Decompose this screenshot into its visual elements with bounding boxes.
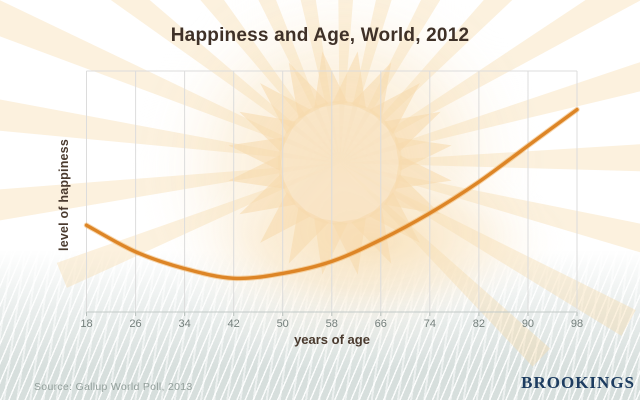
x-tick-label: 34 [178,318,191,330]
x-tick-label: 82 [472,318,486,330]
y-axis-title: level of happiness [57,139,71,251]
x-axis-title: years of age [294,332,370,347]
brookings-logo: BROOKINGS [521,373,635,392]
x-tick-label: 42 [227,318,240,330]
x-tick-label: 66 [374,318,387,330]
chart-title: Happiness and Age, World, 2012 [170,25,470,46]
x-tick-label: 26 [129,318,142,330]
source-note: Source: Gallup World Poll, 2013 [34,381,193,393]
sun-spikes [228,51,452,275]
x-tick-label: 58 [325,318,338,330]
x-tick-label: 18 [80,318,93,330]
x-tick-label: 50 [276,318,289,330]
x-tick-label: 98 [570,318,584,330]
x-tick-label: 90 [521,318,535,330]
x-tick-label: 74 [423,318,436,330]
